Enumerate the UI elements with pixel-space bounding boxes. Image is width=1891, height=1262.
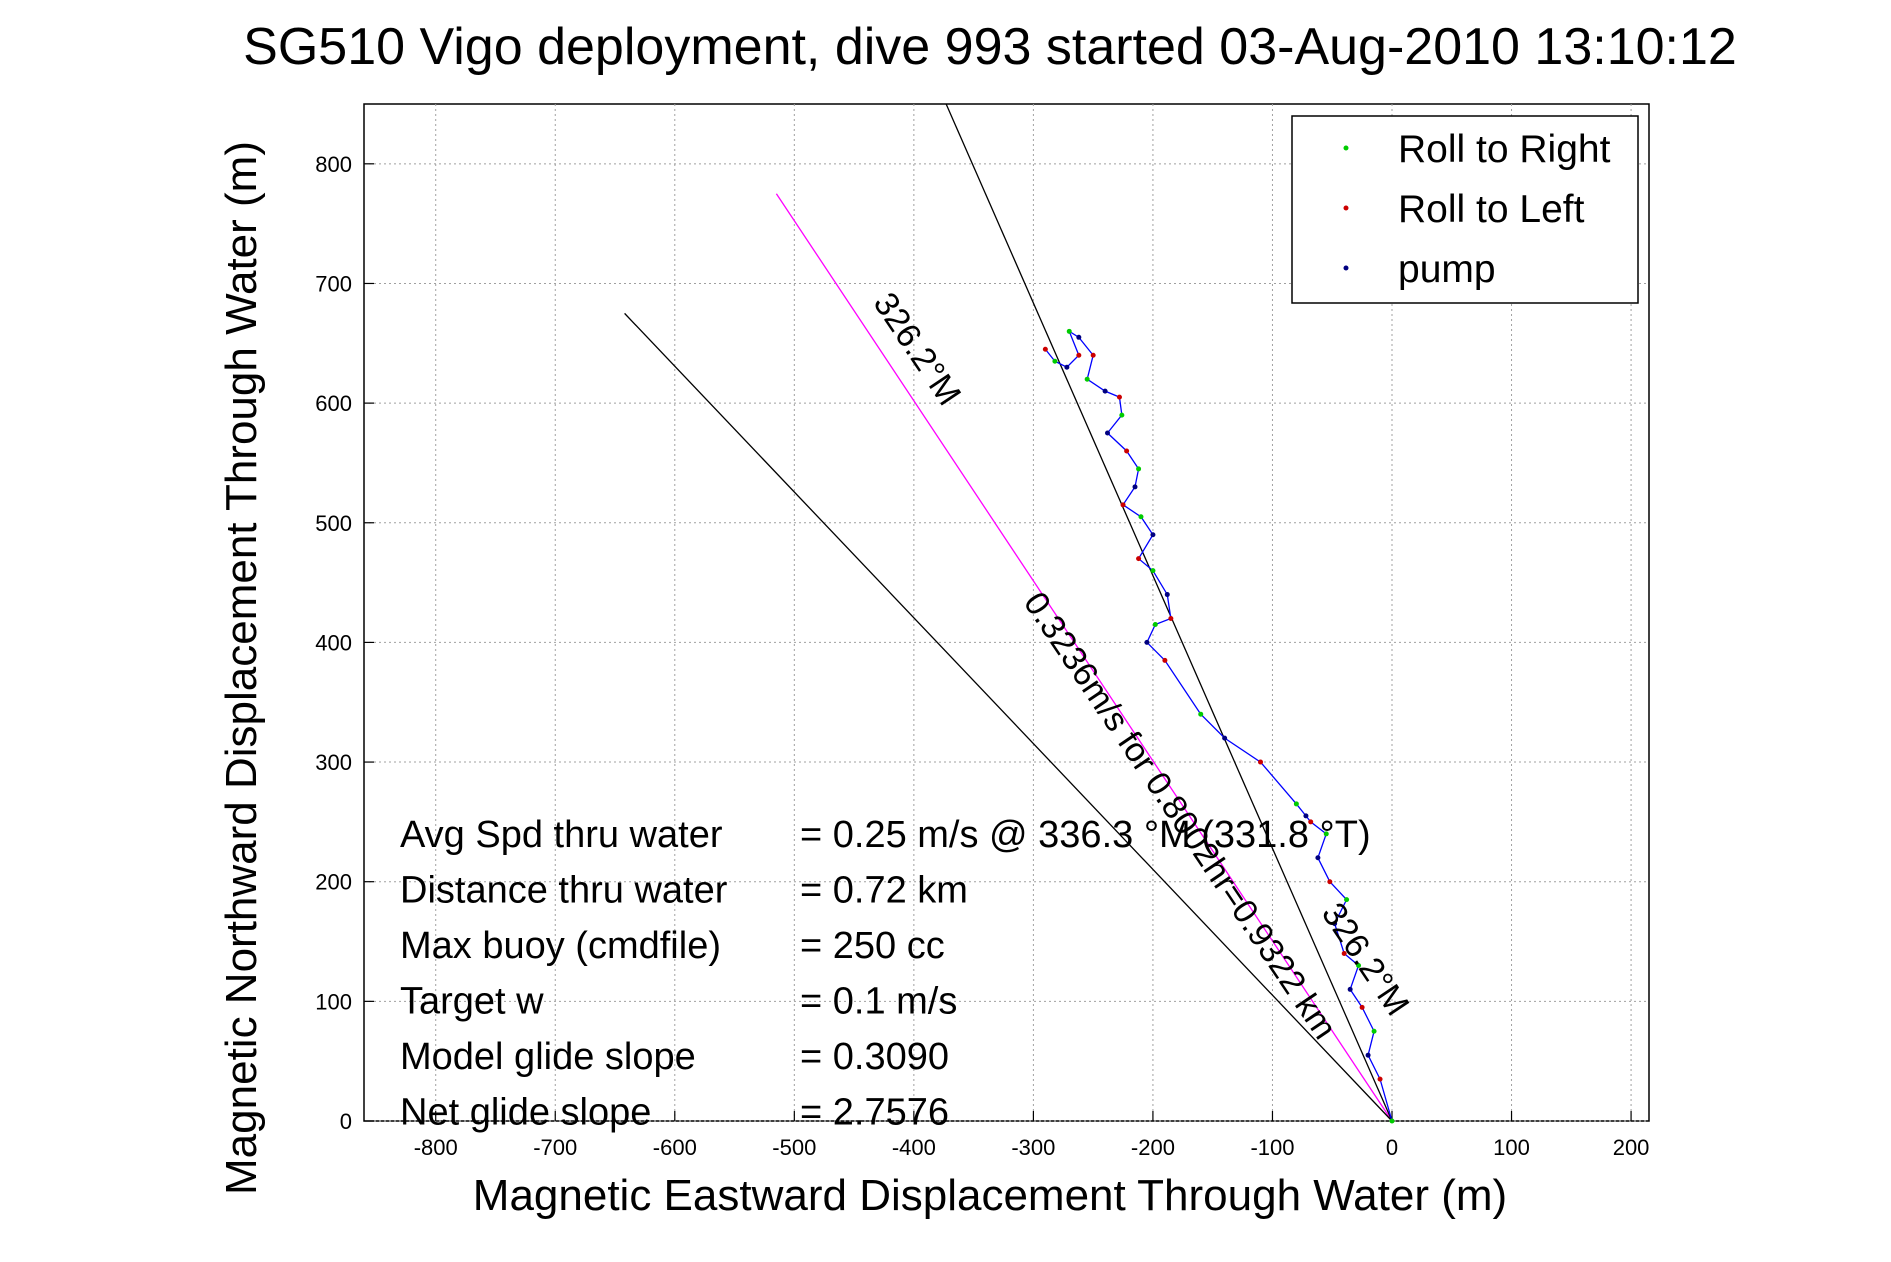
legend: Roll to Right Roll to Left pump — [1291, 115, 1639, 304]
y-tick-label: 100 — [315, 989, 352, 1014]
track-point — [1102, 388, 1108, 394]
legend-label: Roll to Right — [1398, 128, 1611, 171]
reference-lines — [624, 103, 1393, 1122]
track-point — [1116, 394, 1122, 400]
track-point — [1042, 346, 1048, 352]
chart-title: SG510 Vigo deployment, dive 993 started … — [243, 18, 1737, 76]
legend-marker — [1343, 145, 1349, 151]
track-point — [1132, 484, 1138, 490]
track-point — [1371, 1028, 1377, 1034]
y-tick-label: 700 — [315, 271, 352, 296]
track-point — [1138, 514, 1144, 520]
track-point — [1377, 1076, 1383, 1082]
x-tick-label: -300 — [1011, 1135, 1055, 1160]
track-point — [1105, 430, 1111, 436]
track-point — [1258, 759, 1264, 765]
track-point — [1136, 466, 1142, 472]
x-tick-label: -400 — [892, 1135, 936, 1160]
x-tick-label: -600 — [653, 1135, 697, 1160]
track-point — [1120, 502, 1126, 508]
stat-label: Distance thru water — [400, 870, 728, 912]
track-point — [1066, 328, 1072, 334]
track-point — [1303, 813, 1309, 819]
stat-value: = 0.72 km — [800, 870, 968, 912]
y-tick-label: 600 — [315, 391, 352, 416]
track-point — [1308, 819, 1314, 825]
stat-value: = 0.25 m/s @ 336.3 °M (331.8 °T) — [800, 814, 1371, 856]
track-point — [1365, 1052, 1371, 1058]
legend-label: Roll to Left — [1398, 188, 1585, 231]
track-point — [1136, 556, 1142, 562]
x-tick-label: -700 — [533, 1135, 577, 1160]
track-point — [1293, 801, 1299, 807]
track-point — [1344, 897, 1350, 903]
heading-line-326.2 — [775, 193, 1393, 1122]
track-point — [1168, 615, 1174, 621]
track-point — [1162, 657, 1168, 663]
y-tick-label: 0 — [340, 1109, 352, 1134]
stat-value: = 0.3090 — [800, 1036, 949, 1078]
legend-marker — [1343, 265, 1349, 271]
stat-value: = 250 cc — [800, 925, 945, 967]
track-point — [1124, 448, 1130, 454]
x-tick-label: 100 — [1493, 1135, 1530, 1160]
x-tick-label: -100 — [1250, 1135, 1294, 1160]
track-point — [1076, 334, 1082, 340]
track-point — [1064, 364, 1070, 370]
track-point — [1152, 621, 1158, 627]
track-point — [1327, 879, 1333, 885]
glider-track — [1042, 328, 1395, 1124]
reference-line-A — [945, 103, 1393, 1122]
stat-label: Model glide slope — [400, 1036, 696, 1078]
x-tick-label: 0 — [1386, 1135, 1398, 1160]
y-tick-label: 200 — [315, 870, 352, 895]
track-line — [1044, 329, 1393, 1122]
legend-box — [1291, 115, 1639, 304]
track-point — [1323, 831, 1329, 837]
x-tick-label: -800 — [414, 1135, 458, 1160]
track-point — [1222, 735, 1228, 741]
track-point — [1084, 376, 1090, 382]
track-point — [1347, 986, 1353, 992]
stat-label: Max buoy (cmdfile) — [400, 925, 721, 967]
x-axis-label: Magnetic Eastward Displacement Through W… — [473, 1171, 1507, 1220]
stat-label: Net glide slope — [400, 1092, 651, 1134]
legend-marker — [1343, 205, 1349, 211]
track-point — [1150, 532, 1156, 538]
stats-block: Avg Spd thru water = 0.25 m/s @ 336.3 °M … — [400, 814, 1371, 1134]
x-tick-label: 200 — [1613, 1135, 1650, 1160]
track-point — [1341, 950, 1347, 956]
track-point — [1052, 358, 1058, 364]
track-point — [1315, 855, 1321, 861]
y-tick-label: 400 — [315, 630, 352, 655]
reference-line-B — [624, 312, 1393, 1122]
x-tick-label: -200 — [1131, 1135, 1175, 1160]
stat-value: = 0.1 m/s — [800, 981, 957, 1023]
legend-label: pump — [1398, 248, 1496, 291]
track-point — [1144, 639, 1150, 645]
stat-label: Avg Spd thru water — [400, 814, 723, 856]
track-point — [1090, 352, 1096, 358]
stat-value: = 2.7576 — [800, 1092, 949, 1134]
track-point — [1164, 592, 1170, 598]
y-tick-label: 300 — [315, 750, 352, 775]
y-axis-ticks: 0 100 200 300 400 500 600 700 800 — [315, 152, 374, 1134]
track-point — [1076, 352, 1082, 358]
y-axis-label: Magnetic Northward Displacement Through … — [217, 141, 266, 1195]
stat-label: Target w — [400, 981, 544, 1023]
track-point — [1356, 962, 1362, 968]
track-point — [1332, 921, 1338, 927]
y-tick-label: 500 — [315, 511, 352, 536]
track-point — [1119, 412, 1125, 418]
x-tick-label: -500 — [772, 1135, 816, 1160]
y-tick-label: 800 — [315, 152, 352, 177]
track-point — [1150, 568, 1156, 574]
track-point — [1389, 1118, 1395, 1124]
x-axis-ticks: -800 -700 -600 -500 -400 -300 -200 -100 0 100 200 — [414, 1111, 1650, 1160]
track-point — [1198, 711, 1204, 717]
track-point — [1359, 1004, 1365, 1010]
